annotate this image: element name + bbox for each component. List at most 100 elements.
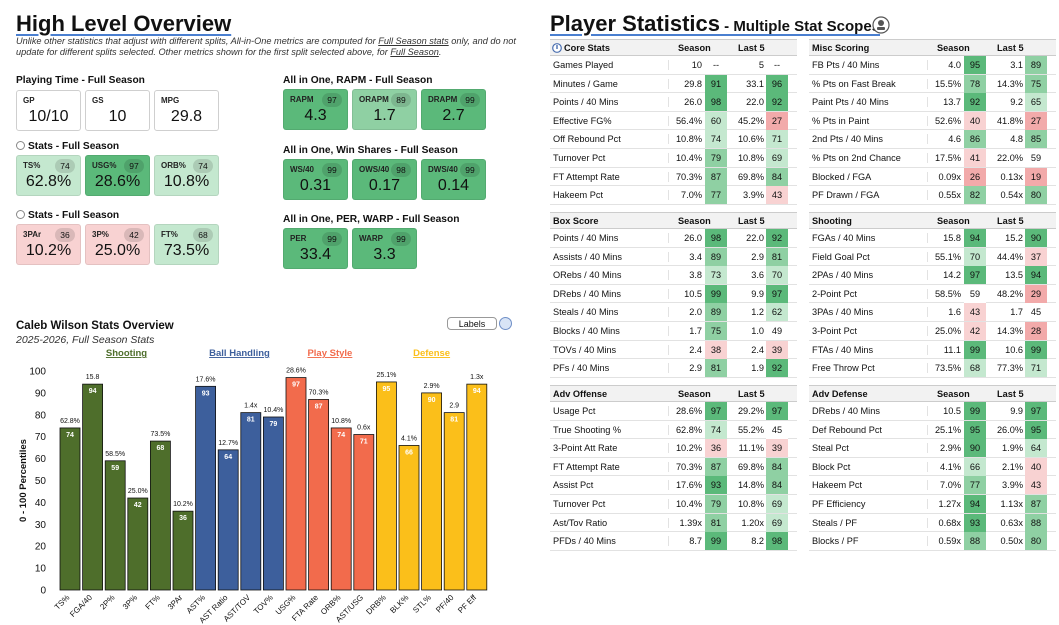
table-row: 2nd Pts / 40 Mins 4.6 86 4.8 85 <box>809 130 1056 149</box>
season-percentile: 94 <box>964 229 986 247</box>
bar <box>353 434 375 591</box>
x-tick-label: 3PAr <box>166 593 185 612</box>
last5-percentile: 49 <box>766 321 788 340</box>
box-label: DWS/40 <box>428 165 458 174</box>
box-label: WARP <box>359 234 383 243</box>
last5-percentile: 87 <box>1025 494 1047 513</box>
info-icon[interactable] <box>552 43 562 53</box>
stat-label: Usage Pct <box>553 406 596 416</box>
season-value: 56.4% <box>668 115 702 126</box>
stat-label: Blocked / FGA <box>812 171 872 182</box>
y-tick-label: 20 <box>35 542 47 553</box>
season-value: 26.0 <box>668 233 702 243</box>
table-adv-offense: Adv Offense Season Last 5 Usage Pct 28.6% 97 2… <box>550 385 797 551</box>
full-season-link[interactable]: Full Season <box>390 47 439 57</box>
last5-percentile: 95 <box>1025 420 1047 439</box>
last5-percentile: 97 <box>1025 402 1047 420</box>
percentile-badge: 42 <box>124 228 144 242</box>
season-value: 55.1% <box>927 251 961 262</box>
x-tick-label: FGA/40 <box>68 593 94 619</box>
full-season-stats-link[interactable]: Full Season stats <box>378 36 449 46</box>
season-value: 2.4 <box>668 344 702 355</box>
bar-value-label: 71 <box>360 439 368 446</box>
table-row: DRebs / 40 Mins 10.5 99 9.9 97 <box>809 402 1056 421</box>
bar-value-label: 94 <box>473 388 481 395</box>
settings-icon[interactable] <box>872 16 890 34</box>
table-row: Games Played 10 -- 5 -- <box>550 56 797 75</box>
box-label: WS/40 <box>290 165 315 174</box>
table-title: Shooting <box>812 216 852 226</box>
stat-label: Block Pct <box>812 461 851 472</box>
table-row: FT Attempt Rate 70.3% 87 69.8% 84 <box>550 457 797 477</box>
table-row: PFDs / 40 Mins 8.7 99 8.2 98 <box>550 532 797 551</box>
bar-raw-label: 2.9% <box>424 383 440 390</box>
last5-value: 3.9% <box>743 190 764 201</box>
player-stats-title: Player Statistics - Multiple Stat Scopes <box>550 11 881 36</box>
last5-value: 8.2 <box>751 536 764 547</box>
last5-percentile: 39 <box>766 340 788 359</box>
table-row: % Pts on 2nd Chance 17.5% 41 22.0% 59 <box>809 148 1056 168</box>
labels-toggle[interactable] <box>499 317 512 330</box>
col-season: Season <box>678 389 711 399</box>
stats-a-box: USG% 28.6% 97 <box>85 155 150 196</box>
box-label: TS% <box>23 161 41 170</box>
radio-icon[interactable] <box>16 210 25 219</box>
table-row: PF Drawn / FGA 0.55x 82 0.54x 80 <box>809 186 1056 205</box>
last5-percentile: 90 <box>1025 229 1047 247</box>
stat-label: Steal Pct <box>812 443 849 454</box>
bar-value-label: 81 <box>450 417 458 424</box>
rapm-box: RAPM 4.3 97 <box>283 89 348 130</box>
season-value: 1.6 <box>927 307 961 318</box>
table-header: Shooting Season Last 5 <box>809 212 1056 229</box>
table-row: True Shooting % 62.8% 74 55.2% 45 <box>550 420 797 440</box>
last5-percentile: 27 <box>1025 111 1047 130</box>
last5-value: 11.1% <box>738 443 764 454</box>
bar-raw-label: 70.3% <box>309 389 329 396</box>
table-row: Blocks / 40 Mins 1.7 75 1.0 49 <box>550 321 797 341</box>
table-row: FT Attempt Rate 70.3% 87 69.8% 84 <box>550 167 797 187</box>
table-row: Turnover Pct 10.4% 79 10.8% 69 <box>550 148 797 168</box>
winshares-box: DWS/40 0.14 99 <box>421 159 486 200</box>
bar-raw-label: 10.4% <box>263 407 283 414</box>
stat-label: Turnover Pct <box>553 498 606 509</box>
table-shooting: Shooting Season Last 5 FGAs / 40 Mins 15.8 94… <box>809 212 1056 378</box>
table-row: Hakeem Pct 7.0% 77 3.9% 43 <box>809 476 1056 495</box>
last5-percentile: 99 <box>1025 340 1047 359</box>
last5-percentile: 84 <box>766 167 788 186</box>
bar <box>127 497 149 591</box>
labels-button[interactable]: Labels <box>447 317 497 330</box>
stats-b-label[interactable]: Stats - Full Season <box>16 210 119 221</box>
radio-icon[interactable] <box>16 141 25 150</box>
percentile-badge: 99 <box>322 163 342 177</box>
stat-label: 3-Point Att Rate <box>553 443 618 454</box>
table-row: Turnover Pct 10.4% 79 10.8% 69 <box>550 494 797 514</box>
table-header: Misc Scoring Season Last 5 <box>809 39 1056 56</box>
last5-value: 1.9% <box>1002 443 1023 454</box>
last5-percentile: 97 <box>766 284 788 303</box>
last5-value: 3.9% <box>1002 480 1023 491</box>
table-row: Free Throw Pct 73.5% 68 77.3% 71 <box>809 359 1056 378</box>
table-row: Blocks / PF 0.59x 88 0.50x 80 <box>809 532 1056 551</box>
season-percentile: 77 <box>705 186 727 205</box>
table-row: ORebs / 40 Mins 3.8 73 3.6 70 <box>550 266 797 285</box>
table-row: TOVs / 40 Mins 2.4 38 2.4 39 <box>550 340 797 360</box>
table-title: Box Score <box>553 216 599 226</box>
stat-label: % Pts on 2nd Chance <box>812 152 901 163</box>
group-label: Shooting <box>106 348 147 359</box>
percentile-badge: 99 <box>322 232 342 246</box>
season-percentile: 70 <box>964 247 986 266</box>
y-tick-label: 100 <box>29 367 46 378</box>
last5-value: 77.3% <box>996 363 1023 374</box>
last5-percentile: 88 <box>1025 513 1047 532</box>
season-percentile: 60 <box>705 111 727 130</box>
box-value: 10.2% <box>25 242 72 259</box>
percentile-badge: 74 <box>55 159 75 173</box>
bar <box>330 427 352 591</box>
box-label: 3PAr <box>23 230 42 239</box>
last5-percentile: 80 <box>1025 186 1047 205</box>
season-value: 15.8 <box>927 233 961 243</box>
last5-percentile: 65 <box>1025 93 1047 112</box>
col-last5: Last 5 <box>738 43 765 53</box>
stats-a-label[interactable]: Stats - Full Season <box>16 141 119 152</box>
last5-value: 22.0 <box>746 97 764 108</box>
